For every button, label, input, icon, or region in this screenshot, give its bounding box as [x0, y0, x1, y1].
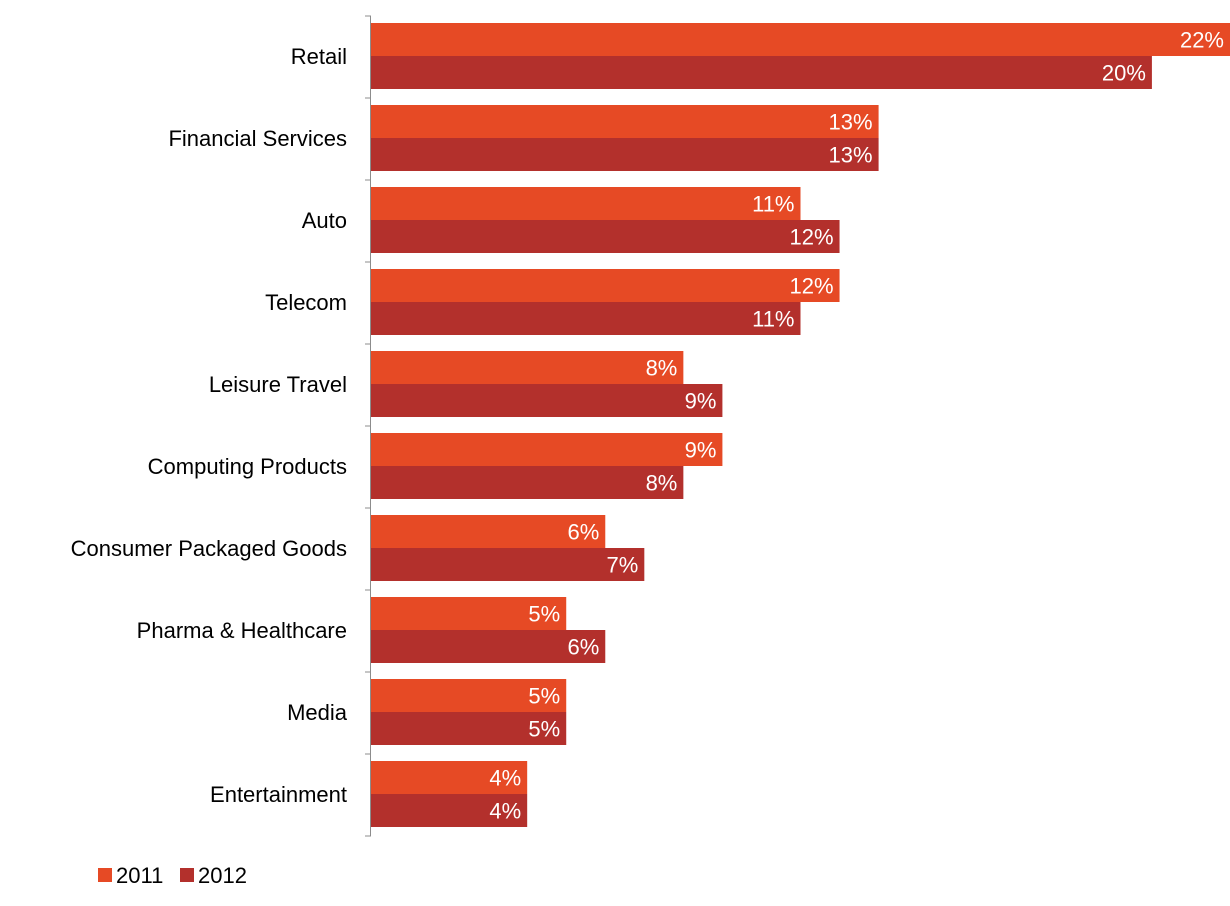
bar-leisure-travel-2012	[371, 384, 723, 417]
category-label-telecom: Telecom	[265, 290, 347, 315]
data-label-retail-2011: 22%	[1180, 28, 1224, 53]
bar-financial-services-2012	[371, 138, 879, 171]
bar-retail-2012	[371, 56, 1152, 89]
bar-auto-2012	[371, 220, 840, 253]
bar-pharma-and-healthcare-2012	[371, 630, 606, 663]
bar-computing-products-2012	[371, 466, 684, 499]
data-label-entertainment-2012: 4%	[489, 799, 521, 824]
category-axis	[365, 15, 371, 837]
bar-pharma-and-healthcare-2011	[371, 597, 567, 630]
legend-swatch-2012	[180, 868, 194, 882]
data-label-financial-services-2011: 13%	[829, 110, 873, 135]
bar-media-2012	[371, 712, 567, 745]
bar-consumer-packaged-goods-2012	[371, 548, 645, 581]
bar-financial-services-2011	[371, 105, 879, 138]
data-label-telecom-2011: 12%	[789, 274, 833, 299]
category-label-consumer-packaged-goods: Consumer Packaged Goods	[71, 536, 347, 561]
category-label-entertainment: Entertainment	[210, 782, 347, 807]
bar-leisure-travel-2011	[371, 351, 684, 384]
bar-media-2011	[371, 679, 567, 712]
category-label-computing-products: Computing Products	[148, 454, 347, 479]
bar-auto-2011	[371, 187, 801, 220]
category-label-financial-services: Financial Services	[168, 126, 347, 151]
category-label-retail: Retail	[291, 44, 347, 69]
data-label-consumer-packaged-goods-2012: 7%	[607, 553, 639, 578]
legend-swatch-2011	[98, 868, 112, 882]
category-labels: Retail Financial Services Auto Telecom Leisu…	[71, 44, 348, 807]
data-label-leisure-travel-2012: 9%	[685, 389, 717, 414]
bars-layer: 22% 20% 13% 13% 11% 12% 12% 11% 8% 9% 9% 8% 6% 7% 5% 6%…	[371, 23, 1230, 827]
bar-consumer-packaged-goods-2011	[371, 515, 606, 548]
bar-entertainment-2012	[371, 794, 528, 827]
bar-computing-products-2011	[371, 433, 723, 466]
category-label-pharma-and-healthcare: Pharma & Healthcare	[137, 618, 347, 643]
data-label-consumer-packaged-goods-2011: 6%	[567, 520, 599, 545]
data-label-auto-2012: 12%	[789, 225, 833, 250]
legend-label-2012: 2012	[198, 863, 247, 888]
bar-entertainment-2011	[371, 761, 528, 794]
bar-retail-2011	[371, 23, 1230, 56]
data-label-media-2011: 5%	[528, 684, 560, 709]
legend-label-2011: 2011	[116, 863, 163, 888]
bar-telecom-2012	[371, 302, 801, 335]
data-label-entertainment-2011: 4%	[489, 766, 521, 791]
data-label-leisure-travel-2011: 8%	[646, 356, 678, 381]
data-label-computing-products-2012: 8%	[646, 471, 678, 496]
data-label-financial-services-2012: 13%	[829, 143, 873, 168]
category-label-auto: Auto	[302, 208, 347, 233]
data-label-telecom-2012: 11%	[752, 307, 794, 332]
data-label-retail-2012: 20%	[1102, 61, 1146, 86]
data-label-pharma-and-healthcare-2011: 5%	[528, 602, 560, 627]
data-label-computing-products-2011: 9%	[685, 438, 717, 463]
category-label-media: Media	[287, 700, 348, 725]
bar-telecom-2011	[371, 269, 840, 302]
data-label-auto-2011: 11%	[752, 192, 794, 217]
data-label-pharma-and-healthcare-2012: 6%	[567, 635, 599, 660]
data-label-media-2012: 5%	[528, 717, 560, 742]
legend: 2011 2012	[98, 863, 247, 888]
category-label-leisure-travel: Leisure Travel	[209, 372, 347, 397]
